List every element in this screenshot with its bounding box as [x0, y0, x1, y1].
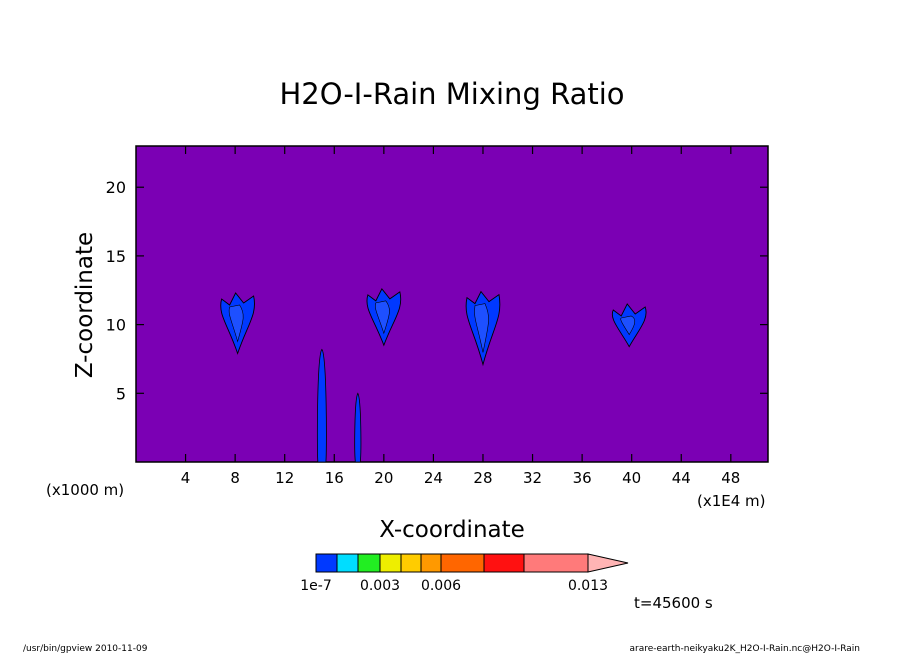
time-label: t=45600 s — [634, 594, 713, 612]
x-tick-label: 24 — [424, 469, 443, 487]
x-tick-label: 16 — [325, 469, 344, 487]
x-tick-label: 32 — [523, 469, 542, 487]
contour-layer — [220, 288, 647, 463]
cell-1 — [220, 292, 255, 355]
y-tick-label: 5 — [116, 384, 126, 403]
contour-band — [354, 392, 362, 463]
colorbar — [315, 553, 629, 573]
y-axis: 5 10 15 20 — [106, 178, 768, 403]
colorbar-swatch — [357, 553, 381, 573]
chart-title: H2O-I-Rain Mixing Ratio — [279, 77, 624, 111]
contour-band — [474, 303, 489, 353]
x-tick-label: 36 — [573, 469, 592, 487]
colorbar-swatch — [379, 553, 402, 573]
colorbar-label-4: 0.013 — [568, 578, 608, 594]
x-tick-label: 40 — [622, 469, 641, 487]
shaft-2 — [354, 392, 362, 463]
cell-3 — [465, 290, 501, 367]
contour-band — [620, 315, 636, 336]
x-tick-label: 48 — [721, 469, 740, 487]
x-tick-label: 20 — [374, 469, 393, 487]
colorbar-swatch — [523, 553, 589, 573]
colorbar-label-2: 0.003 — [360, 578, 400, 594]
colorbar-swatch — [315, 553, 338, 573]
contour-band — [316, 348, 327, 463]
colorbar-swatch — [483, 553, 525, 573]
footer-right: arare-earth-neikyaku2K_H2O-I-Rain.nc@H2O… — [629, 644, 860, 654]
colorbar-arrow — [587, 553, 629, 573]
colorbar-swatch — [400, 553, 422, 573]
colorbar-swatch — [440, 553, 485, 573]
x-tick-label: 28 — [473, 469, 492, 487]
x-tick-label: 12 — [275, 469, 294, 487]
y-tick-label: 15 — [106, 247, 126, 266]
x-tick-label: 4 — [181, 469, 191, 487]
x-unit-left: (x1000 m) — [46, 481, 124, 499]
y-axis-label: Z-coordinate — [72, 232, 98, 378]
x-axis-label: X-coordinate — [379, 517, 525, 543]
contour-band — [375, 300, 390, 335]
footer-left: /usr/bin/gpview 2010-11-09 — [23, 644, 148, 654]
colorbar-label-3: 0.006 — [421, 578, 461, 594]
colorbar-label-1: 1e-7 — [300, 578, 331, 594]
y-tick-label: 20 — [106, 178, 126, 197]
cell-4 — [611, 303, 647, 348]
x-tick-label: 8 — [230, 469, 240, 487]
colorbar-swatch — [336, 553, 359, 573]
y-tick-label: 10 — [106, 316, 126, 335]
x-unit-right: (x1E4 m) — [697, 492, 766, 510]
x-axis: 4 8 12 16 20 24 28 32 36 40 44 48 — [181, 146, 740, 487]
shaft-1 — [316, 348, 327, 463]
contour-band — [228, 304, 244, 343]
cell-2 — [366, 288, 402, 347]
x-tick-label: 44 — [672, 469, 691, 487]
colorbar-swatch — [420, 553, 442, 573]
